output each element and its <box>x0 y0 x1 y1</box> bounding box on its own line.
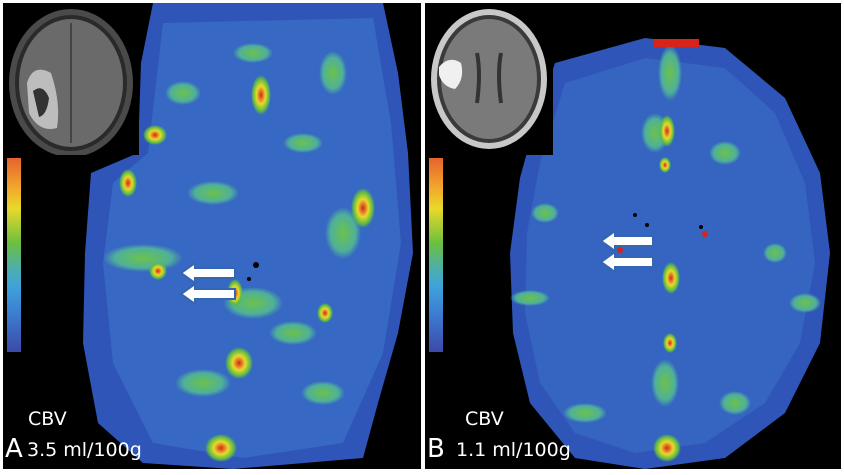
cbv-caption: CBV <box>28 408 67 430</box>
color-scale-bar <box>7 158 21 352</box>
mri-inset-b <box>425 3 553 155</box>
arrows-a <box>179 261 236 306</box>
left-arrow-icon <box>179 282 236 306</box>
left-arrow-icon <box>599 229 654 253</box>
panel-b: CBV B 1.1 ml/100g <box>425 3 841 469</box>
cbv-map-a <box>83 3 413 469</box>
panel-letter: A <box>5 434 23 464</box>
mri-inset-a <box>3 3 139 155</box>
cbv-caption: CBV <box>465 408 504 430</box>
panel-a: CBV A 3.5 ml/100g <box>3 3 421 469</box>
color-scale-bar <box>429 158 443 352</box>
cbv-value: 3.5 ml/100g <box>27 439 142 461</box>
left-arrow-icon <box>179 261 236 285</box>
cbv-value: 1.1 ml/100g <box>456 439 571 461</box>
left-arrow-icon <box>599 250 654 274</box>
panel-letter: B <box>427 434 445 464</box>
cbv-map-b <box>510 38 830 469</box>
arrows-b <box>599 229 654 274</box>
